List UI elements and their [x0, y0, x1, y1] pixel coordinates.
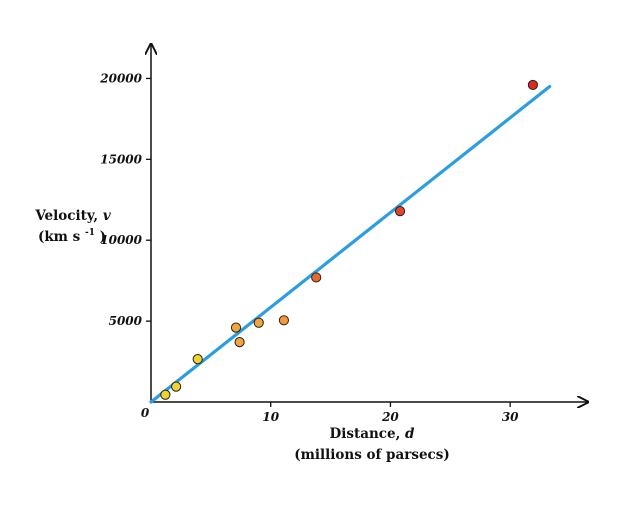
data-point-5 — [234, 337, 245, 348]
data-point-6 — [253, 317, 264, 328]
data-point-3 — [192, 354, 203, 365]
x-axis-title-text: Distance, — [330, 426, 401, 442]
origin-label: 0 — [141, 406, 150, 420]
y-axis-unit-exp: -1 — [85, 228, 95, 238]
x-tick-label-20: 20 — [381, 410, 399, 424]
data-points — [160, 79, 539, 400]
data-point-8 — [311, 272, 322, 283]
y-tick-label-15000: 15000 — [100, 152, 142, 166]
x-axis-unit: (millions of parsecs) — [294, 447, 450, 463]
y-tick-label-10000: 10000 — [100, 233, 142, 247]
fit-line — [149, 84, 552, 404]
y-axis-title: Velocity, v — [34, 208, 111, 224]
data-point-9 — [394, 206, 406, 217]
x-tick-label-30: 30 — [502, 410, 519, 424]
y-axis-unit-prefix: (km s — [38, 229, 81, 245]
y-axis-unit-suffix: ) — [100, 229, 106, 245]
data-point-10 — [527, 79, 539, 91]
x-axis-var: d — [405, 426, 415, 442]
data-point-7 — [278, 315, 289, 326]
y-axis-unit: (km s -1 ) — [38, 223, 106, 245]
y-axis-title-text: Velocity, — [34, 208, 98, 224]
data-point-4 — [230, 322, 242, 333]
x-axis-title: Distance, d — [330, 426, 415, 442]
y-tick-label-20000: 20000 — [99, 71, 142, 85]
y-axis-var: v — [103, 208, 111, 224]
data-point-1 — [160, 389, 171, 400]
y-tick-label-5000: 5000 — [109, 314, 143, 328]
x-tick-label-10: 10 — [262, 410, 279, 424]
tick-group: 10 20 30 5000 10000 15000 20000 — [99, 71, 519, 424]
data-point-2 — [171, 381, 182, 392]
